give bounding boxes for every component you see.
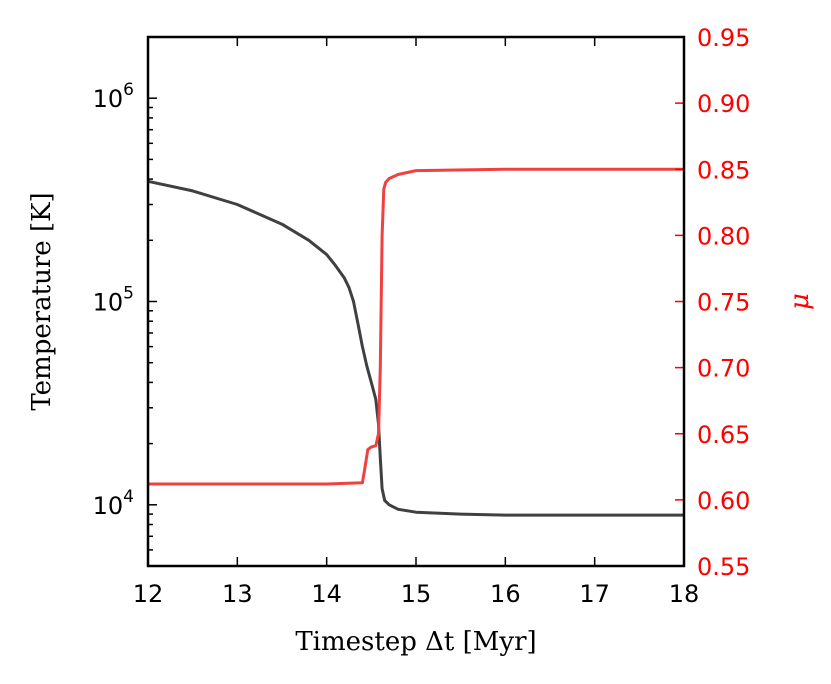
y2-tick-label: 0.65 [697,421,750,449]
right-axis-ticks: 0.55 0.60 0.65 0.70 0.75 0.80 0.85 0.90 0.95 [675,24,750,581]
y2-tick-label: 0.75 [697,289,750,317]
y2-tick-label: 0.90 [697,90,750,118]
x-tick-label: 16 [490,580,521,608]
left-axis-ticks: 104 105 106 [93,36,157,567]
x-tick-label: 14 [311,580,342,608]
x-tick-label: 17 [579,580,610,608]
y2-tick-label: 0.85 [697,156,750,184]
x-tick-label: 13 [222,580,253,608]
x-tick-label: 15 [401,580,432,608]
y2-tick-label: 0.80 [697,222,750,250]
right-axis-title: μ [785,293,815,310]
y2-tick-label: 0.60 [697,487,750,515]
temperature-line [147,179,684,517]
plot-area [147,167,684,517]
x-tick-label: 18 [669,580,700,608]
mu-line [148,167,684,486]
x-axis-title: Timestep Δt [Myr] [295,627,536,657]
y-tick-label: 106 [93,80,134,113]
x-tick-label: 12 [133,580,164,608]
y-tick-label: 105 [93,284,134,317]
y2-tick-label: 0.70 [697,355,750,383]
y-tick-label: 104 [93,487,134,520]
y2-tick-label: 0.95 [697,24,750,52]
plot-frame [146,35,686,568]
x-axis-ticks: 12 13 14 15 16 17 18 [133,37,700,608]
y-axis-title: Temperature [K] [27,192,57,410]
y2-tick-label: 0.55 [697,553,750,581]
